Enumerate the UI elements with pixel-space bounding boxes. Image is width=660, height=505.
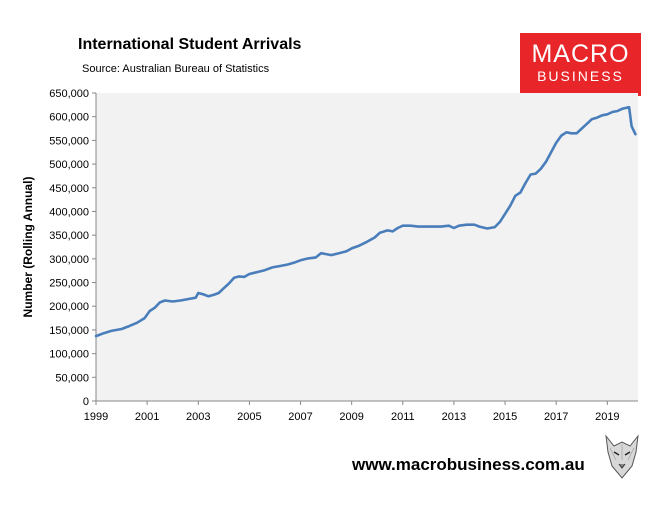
y-tick-label: 600,000 — [49, 112, 89, 124]
chart-subtitle: Source: Australian Bureau of Statistics — [82, 63, 270, 75]
x-axis: 1999 2001 2003 2005 2007 2009 2011 2013 2015 2017… — [84, 400, 638, 423]
x-tick-label: 2013 — [442, 411, 466, 423]
y-tick-label: 400,000 — [49, 206, 89, 218]
x-tick-label: 2001 — [135, 411, 159, 423]
y-tick-label: 500,000 — [49, 159, 89, 171]
y-tick-label: 100,000 — [49, 349, 89, 361]
y-tick-label: 200,000 — [49, 301, 89, 313]
x-tick-label: 2019 — [595, 411, 619, 423]
logo-line-2: BUSINESS — [537, 68, 624, 84]
x-tick-label: 2005 — [237, 411, 261, 423]
y-axis-label: Number (Rolling Annual) — [21, 177, 35, 318]
x-tick-label: 2003 — [186, 411, 210, 423]
series-line-0 — [94, 105, 637, 338]
x-tick-label: 2011 — [391, 411, 415, 423]
series-layer — [94, 105, 637, 338]
y-tick-label: 150,000 — [49, 325, 89, 337]
x-tick-label: 2009 — [339, 411, 363, 423]
y-tick-label: 50,000 — [55, 372, 89, 384]
x-tick-label: 2007 — [288, 411, 312, 423]
plot-area — [96, 93, 638, 401]
website-url: www.macrobusiness.com.au — [352, 455, 585, 474]
y-tick-label: 0 — [83, 396, 89, 408]
y-tick-label: 350,000 — [49, 230, 89, 242]
y-tick-label: 300,000 — [49, 254, 89, 266]
y-tick-label: 650,000 — [49, 88, 89, 100]
y-tick-label: 250,000 — [49, 278, 89, 290]
chart-title: International Student Arrivals — [78, 36, 302, 53]
x-tick-label: 2017 — [544, 411, 568, 423]
y-tick-label: 550,000 — [49, 135, 89, 147]
x-tick-label: 2015 — [493, 411, 517, 423]
x-tick-label: 1999 — [84, 411, 108, 423]
y-tick-label: 450,000 — [49, 183, 89, 195]
logo-line-1: MACRO — [531, 40, 630, 68]
y-axis: 0 50,000 100,000 150,000 200,000 250,000 300,0… — [49, 88, 97, 408]
macrobusiness-logo: MACRO BUSINESS — [520, 33, 641, 96]
wolf-logo-icon — [605, 434, 639, 479]
